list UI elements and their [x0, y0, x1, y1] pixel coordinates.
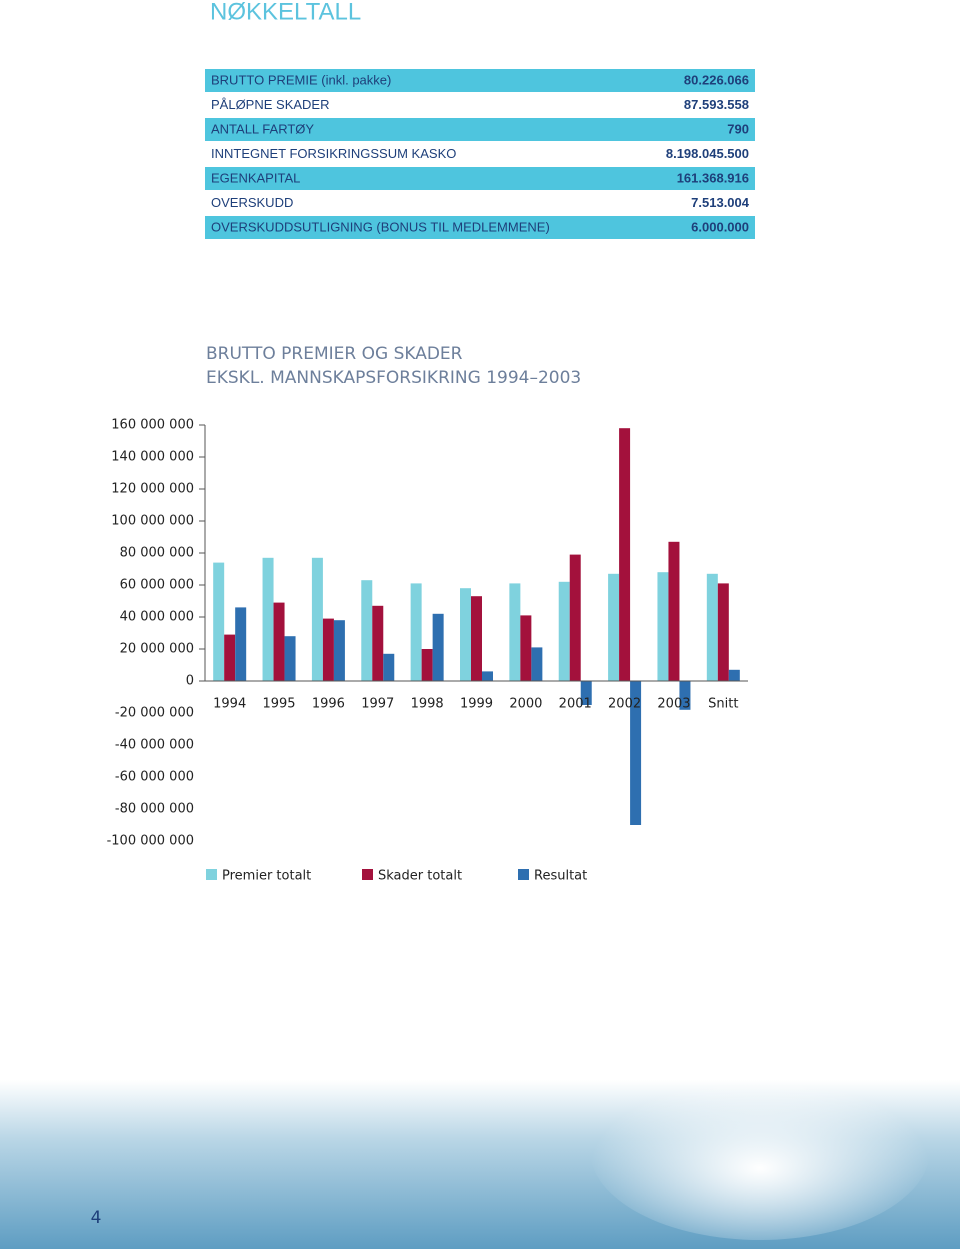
row-value: 87.593.558: [684, 97, 749, 112]
bar: [657, 572, 669, 681]
legend-swatch: [206, 869, 217, 880]
x-tick-label: 2003: [657, 697, 690, 712]
chart-title: BRUTTO PREMIER OG SKADER: [206, 344, 463, 364]
legend-label: Resultat: [534, 869, 587, 884]
y-tick-label: 60 000 000: [120, 578, 194, 593]
table-row-background: [205, 216, 755, 239]
x-tick-label: 1999: [460, 697, 493, 712]
x-tick-label: 2002: [608, 697, 641, 712]
key-figures-table: BRUTTO PREMIE (inkl. pakke) 80.226.066 PÅL…: [205, 69, 755, 239]
y-tick-label: 40 000 000: [120, 610, 194, 625]
legend-label: Skader totalt: [378, 869, 462, 884]
row-value: 161.368.916: [677, 170, 749, 185]
page-number: 4: [91, 1208, 102, 1228]
x-tick-label: 2001: [559, 697, 592, 712]
legend-swatch: [518, 869, 529, 880]
bar: [322, 618, 334, 681]
bar: [333, 620, 345, 681]
bar: [569, 554, 581, 681]
bar: [482, 671, 493, 681]
bar: [432, 613, 444, 681]
table-row-background: [205, 118, 755, 141]
y-tick-label: 80 000 000: [120, 546, 194, 561]
bar: [224, 634, 236, 681]
bar: [717, 583, 729, 681]
bar: [531, 647, 543, 681]
y-tick-label: 0: [186, 674, 194, 689]
row-label: OVERSKUDDSUTLIGNING (BONUS TIL MEDLEMMEN…: [211, 219, 550, 234]
bar: [728, 669, 740, 681]
x-tick-label: 1995: [262, 697, 295, 712]
x-tick-label: 1997: [361, 697, 394, 712]
bar: [273, 602, 285, 681]
y-tick-label: 160 000 000: [111, 418, 194, 433]
bar: [213, 562, 225, 681]
x-tick-label: 2000: [509, 697, 542, 712]
row-value: 7.513.004: [691, 195, 750, 210]
y-tick-label: 140 000 000: [111, 450, 194, 465]
x-tick-label: 1994: [213, 697, 246, 712]
chart-subtitle: EKSKL. MANNSKAPSFORSIKRING 1994–2003: [206, 368, 581, 388]
row-value: 790: [727, 121, 749, 136]
bar: [580, 681, 592, 705]
table-row-background: [205, 167, 755, 190]
y-tick-label: 20 000 000: [120, 642, 194, 657]
x-tick-label: Snitt: [708, 697, 738, 712]
row-value: 8.198.045.500: [666, 146, 749, 161]
bar: [235, 607, 247, 681]
wave-splash: [590, 1060, 930, 1240]
legend-swatch: [362, 869, 373, 880]
row-label: PÅLØPNE SKADER: [211, 97, 330, 112]
bar: [509, 583, 521, 681]
row-value: 6.000.000: [691, 219, 749, 234]
bar: [372, 605, 384, 681]
row-label: EGENKAPITAL: [211, 170, 300, 185]
bar: [630, 681, 642, 825]
bar: [284, 636, 296, 681]
y-tick-label: -100 000 000: [107, 834, 194, 849]
row-label: INNTEGNET FORSIKRINGSSUM KASKO: [211, 146, 456, 161]
row-label: ANTALL FARTØY: [211, 121, 314, 136]
y-tick-label: 120 000 000: [111, 482, 194, 497]
bar: [608, 573, 620, 681]
bar: [361, 580, 373, 681]
bar: [706, 573, 718, 681]
bar: [619, 428, 631, 681]
bar: [383, 653, 395, 681]
row-value: 80.226.066: [684, 72, 749, 87]
bar: [410, 583, 422, 681]
y-tick-label: -60 000 000: [115, 770, 194, 785]
legend-label: Premier totalt: [222, 869, 311, 884]
x-tick-label: 1998: [411, 697, 444, 712]
y-tick-label: -20 000 000: [115, 706, 194, 721]
y-tick-label: -80 000 000: [115, 802, 194, 817]
bar: [679, 681, 691, 710]
bar: [558, 581, 570, 681]
x-tick-label: 1996: [312, 697, 345, 712]
bar: [421, 649, 433, 681]
table-row-background: [205, 69, 755, 92]
bar: [262, 557, 274, 681]
y-tick-label: -40 000 000: [115, 738, 194, 753]
bar: [311, 557, 323, 681]
y-tick-label: 100 000 000: [111, 514, 194, 529]
row-label: OVERSKUDD: [211, 195, 293, 210]
row-label: BRUTTO PREMIE (inkl. pakke): [211, 72, 391, 87]
bar: [668, 541, 680, 681]
bar: [460, 588, 471, 681]
bar: [520, 615, 532, 681]
chart: -100 000 000 -80 000 000 -60 000 000 -40 00…: [107, 418, 748, 884]
page-title: NØKKELTALL: [210, 0, 361, 25]
bar: [471, 596, 482, 681]
